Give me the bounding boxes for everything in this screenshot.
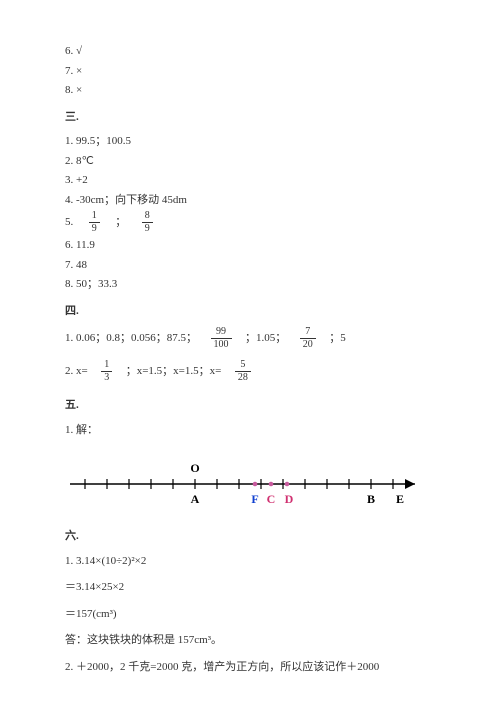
- label-A: A: [191, 492, 200, 506]
- s3-8: 8. 50；33.3: [65, 276, 435, 293]
- fraction-8-9: 8 9: [142, 211, 153, 234]
- label-D: D: [285, 492, 294, 506]
- frac-den: 9: [142, 222, 153, 234]
- s3-2: 2. 8℃: [65, 153, 435, 170]
- s4-2: 2. x= 1 3 ；x=1.5；x=1.5；x= 5 28: [65, 360, 435, 383]
- label-B: B: [367, 492, 375, 506]
- frac-den: 100: [211, 338, 232, 350]
- s5-1: 1. 解：: [65, 422, 435, 439]
- s6-5: 2. ＋2000，2 千克=2000 克，增产为正方向，所以应该记作＋2000: [65, 659, 435, 676]
- fraction-5-28: 5 28: [235, 360, 251, 383]
- fraction-99-100: 99 100: [211, 327, 232, 350]
- frac-num: 8: [142, 211, 153, 222]
- s6-3: ＝157(cm³): [65, 606, 435, 623]
- fraction-7-20: 7 20: [300, 327, 316, 350]
- frac-num: 7: [300, 327, 316, 338]
- s4-1a: 1. 0.06；0.8；0.056；87.5；: [65, 330, 197, 347]
- frac-den: 3: [101, 371, 112, 383]
- ans-6: 6. √: [65, 43, 435, 60]
- frac-num: 1: [89, 211, 100, 222]
- section-4-head: 四.: [65, 303, 435, 320]
- label-O: O: [190, 461, 199, 475]
- s4-2b: ；x=1.5；x=1.5；x=: [126, 363, 222, 380]
- s3-5: 5. 1 9 ； 8 9: [65, 211, 435, 234]
- frac-den: 20: [300, 338, 316, 350]
- s4-1b: ；1.05；: [245, 330, 286, 347]
- frac-den: 28: [235, 371, 251, 383]
- s3-3: 3. +2: [65, 172, 435, 189]
- number-line-diagram: O A F C D B E: [65, 456, 435, 514]
- s3-5-sep: ；: [115, 214, 126, 231]
- s3-4: 4. -30cm；向下移动 45dm: [65, 192, 435, 209]
- section-5-head: 五.: [65, 397, 435, 414]
- s4-2a: 2. x=: [65, 363, 88, 380]
- frac-num: 1: [101, 360, 112, 371]
- frac-num: 5: [235, 360, 251, 371]
- s3-6: 6. 11.9: [65, 237, 435, 254]
- ans-8: 8. ×: [65, 82, 435, 99]
- section-6-head: 六.: [65, 528, 435, 545]
- ans-7: 7. ×: [65, 63, 435, 80]
- s4-1: 1. 0.06；0.8；0.056；87.5； 99 100 ；1.05； 7 …: [65, 327, 435, 350]
- s3-1: 1. 99.5；100.5: [65, 133, 435, 150]
- s3-5-pre: 5.: [65, 214, 73, 231]
- fraction-1-9: 1 9: [89, 211, 100, 234]
- fraction-1-3: 1 3: [101, 360, 112, 383]
- label-E: E: [396, 492, 404, 506]
- s6-2: ＝3.14×25×2: [65, 579, 435, 596]
- frac-den: 9: [89, 222, 100, 234]
- frac-num: 99: [211, 327, 232, 338]
- s3-7: 7. 48: [65, 257, 435, 274]
- s6-1: 1. 3.14×(10÷2)²×2: [65, 553, 435, 570]
- s4-1c: ；5: [329, 330, 346, 347]
- section-3-head: 三.: [65, 109, 435, 126]
- s6-4: 答：这块铁块的体积是 157cm³。: [65, 632, 435, 649]
- label-C: C: [267, 492, 276, 506]
- label-F: F: [251, 492, 258, 506]
